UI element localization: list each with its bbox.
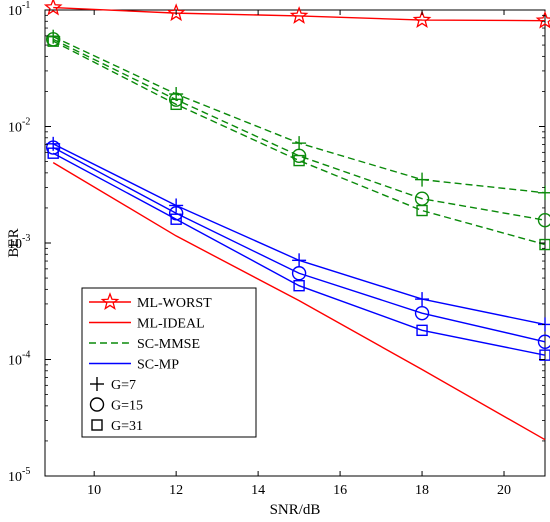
y-axis: 10-1 10-2 10-3 10-4 10-5 (8, 0, 545, 485)
series-6-point-3 (414, 305, 430, 321)
y-tick-label-4: 10-5 (8, 466, 30, 485)
legend: ML-WORST ML-IDEAL SC-MMSE SC-MPG=7 G=15 G=31 (81, 287, 257, 438)
legend-swatch-marker-5 (89, 397, 105, 412)
series-0-point-3 (412, 10, 432, 28)
series-2-point-2 (292, 136, 307, 151)
x-tick-label-0: 10 (87, 483, 101, 498)
series-3-point-2 (291, 148, 307, 164)
y-tick-label-1: 10-2 (8, 117, 30, 136)
series-4-point-0 (47, 35, 59, 47)
series-1-line (52, 161, 546, 441)
legend-label-1: ML-IDEAL (137, 317, 205, 332)
series-5-point-1 (169, 198, 184, 213)
y-tick-label-3: 10-4 (8, 350, 30, 369)
series-4-line (52, 40, 546, 246)
y-axis-label: BER (6, 228, 22, 257)
series-3 (45, 32, 550, 228)
x-axis: 10 12 14 16 18 20 (87, 10, 511, 498)
y-tick-label-0: 10-1 (8, 0, 30, 19)
series-7 (47, 147, 550, 361)
series-2-point-3 (415, 172, 430, 187)
series-7-line (52, 152, 546, 356)
series-0-line (53, 6, 546, 22)
legend-item-1: ML-IDEAL (89, 317, 205, 332)
series-4-point-4 (539, 238, 550, 251)
series-7-point-4 (539, 349, 550, 361)
series-0-point-2 (289, 6, 309, 24)
x-tick-label-5: 20 (497, 483, 511, 498)
series-6 (45, 140, 550, 349)
legend-swatch-marker-6 (91, 419, 103, 431)
series-7-point-0 (47, 147, 59, 159)
series-1 (52, 161, 546, 441)
x-axis-label: SNR/dB (270, 502, 321, 518)
legend-label-4: G=7 (111, 378, 136, 393)
x-tick-label-2: 14 (251, 483, 265, 498)
legend-label-5: G=15 (111, 399, 143, 414)
legend-swatch-marker-0 (100, 292, 120, 310)
x-tick-label-3: 16 (333, 483, 347, 498)
legend-item-5: G=15 (89, 397, 143, 414)
y-tick-label-2: 10-3 (8, 233, 30, 252)
series-6-point-4 (537, 334, 550, 349)
legend-swatch-marker-4 (90, 377, 104, 391)
series-3-point-4 (537, 212, 550, 228)
series-4 (47, 35, 550, 251)
legend-item-6: G=31 (91, 419, 143, 434)
series-4-point-2 (293, 154, 305, 167)
series-7-point-3 (416, 324, 428, 337)
legend-label-3: SC-MP (137, 358, 179, 373)
series-0 (43, 0, 550, 29)
series-layer (43, 0, 550, 441)
series-0-point-1 (166, 3, 186, 22)
series-6-point-2 (291, 266, 307, 281)
series-3-line (52, 38, 546, 221)
legend-item-2: SC-MMSE (89, 337, 200, 352)
series-7-point-1 (170, 213, 182, 225)
series-5-point-2 (292, 253, 307, 268)
legend-label-2: SC-MMSE (137, 337, 200, 352)
legend-box (81, 287, 257, 438)
series-3-point-1 (168, 92, 184, 107)
series-7-point-2 (293, 280, 305, 292)
series-6-point-0 (45, 140, 61, 155)
legend-item-0: ML-WORST (89, 292, 212, 311)
series-6-line (52, 146, 546, 343)
legend-item-3: SC-MP (89, 358, 179, 373)
series-0-point-0 (43, 0, 63, 16)
x-tick-label-4: 18 (415, 483, 429, 498)
legend-item-4: G=7 (90, 377, 136, 393)
x-tick-label-1: 12 (169, 483, 183, 498)
series-4-point-3 (416, 204, 428, 217)
series-4-point-1 (170, 98, 182, 111)
series-0-point-4 (535, 10, 550, 29)
series-5-point-3 (415, 292, 430, 307)
legend-label-0: ML-WORST (137, 296, 212, 311)
legend-label-6: G=31 (111, 419, 143, 434)
